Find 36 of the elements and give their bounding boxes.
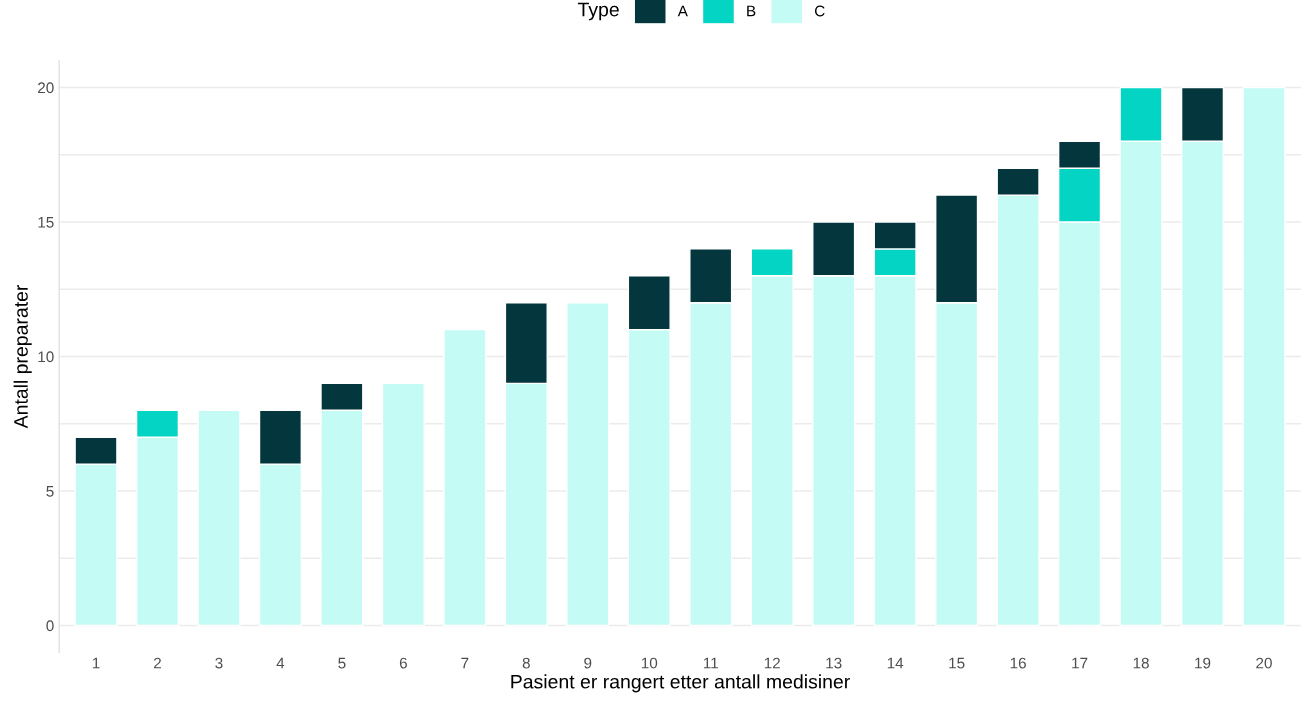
legend-title: Type [577,2,619,21]
y-tick-label: 5 [46,486,54,497]
x-tick-label: 6 [399,657,407,669]
x-tick-label: 7 [461,657,469,669]
y-tick-label: 0 [46,620,54,632]
legend-label: C [814,5,825,17]
x-tick-label: 3 [215,657,223,669]
y-tick-label: 10 [38,351,54,363]
x-tick-label: 9 [584,657,592,669]
x-tick-label: 13 [826,657,842,669]
x-tick-label: 19 [1195,657,1211,669]
bar [566,302,610,627]
x-tick-label: 2 [154,657,161,669]
bar [197,409,241,627]
x-tick-label: 15 [949,657,965,669]
x-tick-label: 10 [641,657,658,669]
x-tick-label: 16 [1010,657,1026,669]
x-tick-label: 18 [1133,657,1149,669]
y-tick-label: 15 [38,217,54,228]
x-tick-label: 4 [276,657,285,669]
x-tick-label: 12 [764,657,780,669]
bar [381,382,425,627]
x-tick-label: 5 [338,657,346,669]
bar [443,328,487,627]
legend-label: A [677,5,688,17]
legend-label: B [747,5,756,17]
x-tick-label: 20 [1256,657,1272,669]
x-tick-label: 8 [522,657,530,669]
y-tick-label: 20 [38,82,54,94]
x-tick-label: 1 [92,657,100,669]
x-tick-label: 11 [703,657,718,669]
x-tick-label: 17 [1072,657,1088,669]
y-axis-title: Antall preparater [13,284,32,429]
x-tick-label: 14 [887,657,904,669]
x-axis-title: Pasient er rangert etter antall medisiner [511,674,850,693]
bar [1242,86,1286,627]
